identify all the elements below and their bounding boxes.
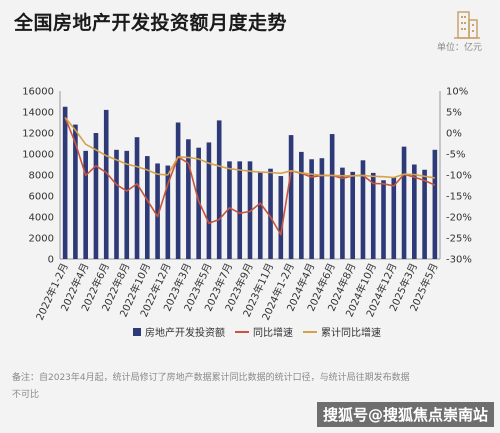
bar-series (62, 106, 438, 260)
unit-label: 单位：亿元 (436, 43, 482, 53)
left-tick-label: 14000 (22, 108, 54, 119)
legend: 房地产开发投资额 同比增速 累计同比增速 (133, 326, 381, 339)
left-tick-label: 2000 (29, 234, 54, 245)
left-tick-label: 0 (48, 255, 54, 266)
bar (401, 146, 407, 259)
bar (360, 160, 366, 259)
bar (103, 109, 109, 260)
bar (340, 167, 345, 259)
bar (391, 177, 397, 259)
yoy-growth-line (64, 117, 436, 236)
right-tick-label: -25% (446, 234, 472, 245)
bar (257, 171, 263, 259)
left-tick-label: 6000 (29, 192, 54, 203)
x-tick-label: 2022年1-2月 (33, 261, 71, 323)
bar (62, 106, 68, 259)
bar (227, 161, 232, 259)
left-tick-label: 4000 (29, 213, 54, 224)
legend-label: 房地产开发投资额 (145, 326, 225, 339)
left-tick-label: 16000 (22, 87, 54, 98)
building-icon (452, 6, 482, 40)
right-tick-label: -20% (446, 213, 472, 224)
right-tick-label: 10% (446, 87, 468, 98)
line-series (64, 116, 436, 236)
bar (196, 147, 201, 259)
bar (288, 135, 294, 259)
bar (124, 150, 130, 259)
right-tick-label: -10% (446, 171, 472, 182)
legend-label: 累计同比增速 (321, 326, 381, 339)
bar (412, 164, 417, 259)
bar (381, 180, 386, 259)
bar (186, 139, 191, 259)
legend-label: 同比增速 (253, 326, 293, 339)
right-tick-label: -5% (446, 150, 465, 161)
right-tick-label: -15% (446, 192, 472, 203)
page-title: 全国房地产开发投资额月度走势 (14, 12, 288, 34)
bar (134, 137, 140, 259)
bar (237, 161, 243, 259)
legend-swatch-bar (133, 328, 141, 336)
bar (350, 171, 356, 259)
bar (268, 168, 273, 259)
x-axis-labels: 2022年1-2月2022年4月2022年6月2022年8月2022年10月20… (33, 261, 441, 323)
bar (247, 161, 253, 259)
footnote: 备注：自2023年4月起，统计局修订了房地产数据累计同比数据的统计口径，与统计局… (12, 373, 410, 400)
bar (299, 151, 304, 259)
bar (93, 133, 99, 259)
bar (319, 158, 325, 259)
bar (83, 150, 88, 259)
bar (175, 122, 181, 259)
left-tick-label: 8000 (29, 171, 54, 182)
bar (370, 172, 376, 259)
bar (278, 176, 284, 259)
axes: 0 2000 4000 6000 8000 10000 12000 14000 16000 -30… (22, 87, 472, 266)
right-tick-label: 0% (446, 129, 462, 140)
bar (73, 124, 78, 259)
bar (155, 163, 160, 259)
bar (206, 142, 212, 259)
left-tick-label: 10000 (22, 150, 54, 161)
bar (216, 120, 222, 260)
watermark: 搜狐号@搜狐焦点崇南站 (316, 402, 494, 427)
bar (114, 149, 119, 259)
bar (144, 156, 150, 259)
bar (309, 159, 314, 259)
bar (432, 149, 438, 259)
bar (422, 169, 427, 259)
bar (329, 134, 335, 259)
right-tick-label: -30% (446, 255, 472, 266)
left-tick-label: 12000 (22, 129, 54, 140)
cumulative-growth-line (64, 116, 436, 179)
bar (165, 165, 171, 259)
right-tick-label: 5% (446, 108, 462, 119)
